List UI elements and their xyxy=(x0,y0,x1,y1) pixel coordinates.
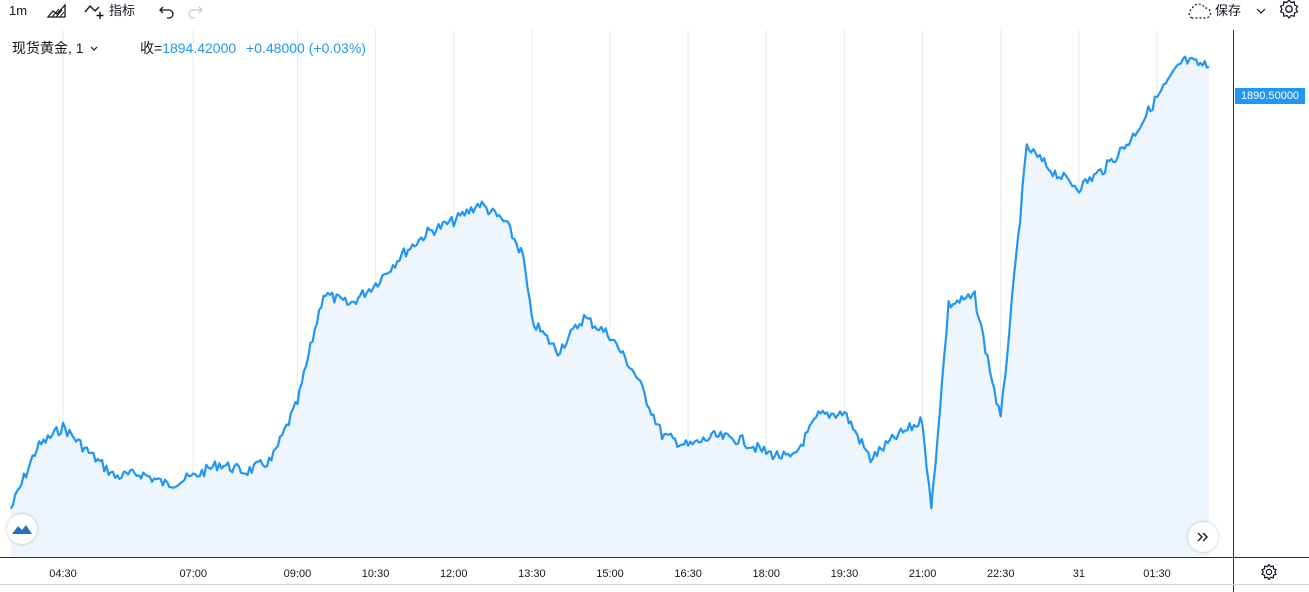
chart-logo-button[interactable] xyxy=(7,514,37,544)
chevron-down-icon xyxy=(91,46,98,51)
x-tick-label: 10:30 xyxy=(362,568,390,580)
close-label: 收= xyxy=(140,40,163,56)
indicators-button[interactable]: 指标 xyxy=(84,2,135,20)
chevron-down-icon xyxy=(1256,8,1266,14)
x-tick-label: 18:00 xyxy=(753,568,781,580)
gear-icon xyxy=(1261,563,1277,581)
undo-icon xyxy=(159,6,174,19)
interval-button[interactable]: 1m xyxy=(9,2,27,20)
x-tick-label: 21:00 xyxy=(909,568,937,580)
x-tick-label: 09:00 xyxy=(284,568,312,580)
x-tick-label: 19:30 xyxy=(831,568,859,580)
top-toolbar: 1m 指标 保存 xyxy=(0,0,1309,22)
interval-label: 1m xyxy=(9,3,28,18)
symbol-name: 现货黄金, 1 xyxy=(12,40,84,56)
x-tick-label: 13:30 xyxy=(518,568,546,580)
indicators-label: 指标 xyxy=(109,3,136,18)
undo-button[interactable] xyxy=(158,2,176,20)
x-tick-label: 01:30 xyxy=(1143,568,1171,580)
x-tick-label: 22:30 xyxy=(987,568,1015,580)
symbol-legend[interactable]: 现货黄金, 1 xyxy=(12,39,99,57)
redo-button[interactable] xyxy=(186,2,204,20)
save-button[interactable]: 保存 xyxy=(1186,2,1268,20)
x-tick-label: 12:00 xyxy=(440,568,468,580)
x-tick-label: 15:00 xyxy=(596,568,624,580)
price-line xyxy=(9,55,1210,510)
close-value: 1894.42000 xyxy=(162,40,237,56)
change-value: +0.48000 xyxy=(246,40,305,56)
x-tick-label: 31 xyxy=(1073,568,1085,580)
x-tick-label: 07:00 xyxy=(179,568,207,580)
area-chart-icon xyxy=(47,3,66,18)
scroll-to-realtime-button[interactable] xyxy=(1188,522,1218,552)
settings-button[interactable] xyxy=(1278,0,1300,19)
save-label: 保存 xyxy=(1215,3,1242,18)
mountain-logo-icon xyxy=(12,525,32,534)
chart-type-button[interactable] xyxy=(47,2,67,20)
indicator-icon xyxy=(84,4,104,19)
ohlc-legend: 收=1894.42000 +0.48000 (+0.03%) xyxy=(140,39,366,57)
time-axis: 04:30 07:00 09:00 10:30 12:00 13:30 15:00 16:30… xyxy=(49,568,1171,580)
cloud-icon xyxy=(1188,3,1212,19)
axis-settings-button[interactable] xyxy=(1260,563,1278,586)
gear-icon xyxy=(1279,0,1299,19)
x-tick-label: 04:30 xyxy=(49,568,77,580)
x-tick-label: 16:30 xyxy=(674,568,702,580)
redo-icon xyxy=(188,6,203,19)
change-percent: (+0.03%) xyxy=(308,40,366,56)
price-area-fill xyxy=(10,56,1210,557)
last-price-label: 1890.50000 xyxy=(1235,88,1305,104)
double-chevron-right-icon xyxy=(1197,532,1208,542)
